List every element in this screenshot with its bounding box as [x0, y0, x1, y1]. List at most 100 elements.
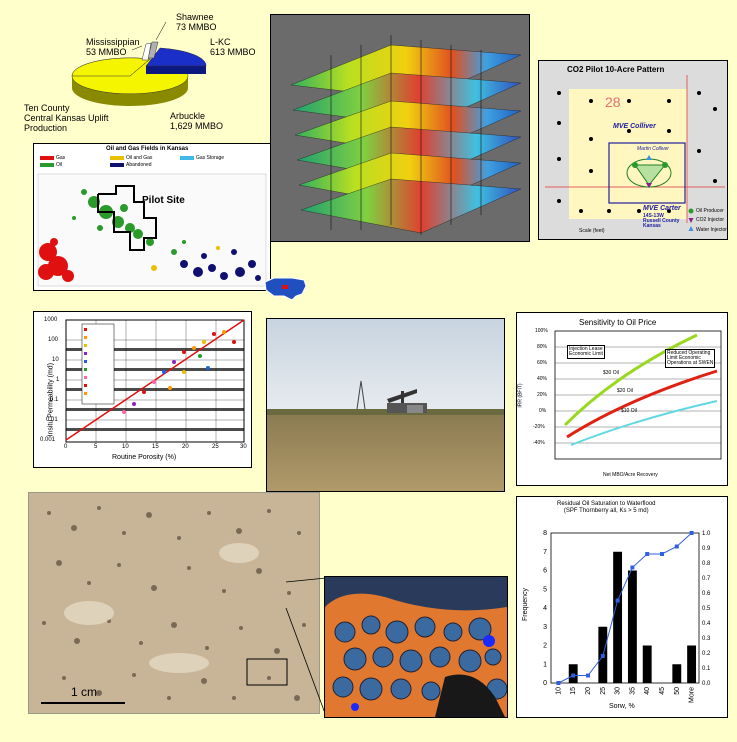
histogram-ytick-left: 2 [543, 643, 547, 650]
legend-co2-injector: CO2 Injector [696, 217, 725, 223]
histogram-bar [627, 570, 637, 683]
sens-ytick-n20: -20% [533, 424, 545, 430]
histogram-cumulative-point [615, 598, 620, 603]
sens-line-20: $20 Oil [617, 388, 633, 394]
histogram-ytick-left: 5 [543, 586, 547, 593]
perm-xtick-30: 30 [240, 444, 247, 450]
co2-pattern-title: CO2 Pilot 10-Acre Pattern [567, 65, 665, 74]
sens-line-10: $10 Oil [621, 408, 637, 414]
histogram-cumulative-point [630, 565, 635, 570]
histogram-title: Residual Oil Saturation to Waterflood (S… [557, 501, 656, 514]
histogram-ytick-right: 0.9 [702, 546, 711, 552]
sens-ytick-60: 60% [537, 360, 548, 366]
pilot-site-label: Pilot Site [142, 195, 185, 206]
histogram-plot: 8765432101.00.90.80.70.60.50.40.30.20.10… [543, 530, 711, 703]
histogram-cumulative-point [600, 654, 605, 658]
label-arbuckle: Arbuckle 1,629 MMBO [170, 111, 224, 131]
histogram-ytick-right: 0.1 [702, 666, 711, 672]
histogram-ytick-left: 8 [543, 530, 547, 537]
perm-ytick-0.01: 0.01 [46, 417, 58, 423]
sens-xlabel: Net MBO/Acre Recovery [603, 472, 658, 478]
perm-xtick-20: 20 [182, 444, 189, 450]
scale-feet: Scale (feet) [579, 228, 605, 234]
sens-ytick-20: 20% [537, 392, 548, 398]
pore-micrograph-graphic [325, 577, 507, 717]
pie-slice-mississippian [141, 42, 152, 61]
lease-mve-carter: MVE Carter [643, 205, 681, 212]
histogram-ytick-right: 0.3 [702, 636, 711, 642]
histogram-cumulative-point [586, 673, 590, 678]
core-sample-texture [41, 506, 306, 704]
histogram-xtick: 25 [600, 687, 607, 695]
lease-martin-colliver: Martin Colliver [637, 146, 669, 152]
core-sample-image: 1 cm [28, 492, 320, 714]
histogram-cumulative-point [645, 552, 650, 556]
sens-ytick-100: 100% [535, 328, 548, 334]
histogram-xlabel: Sorw, % [609, 703, 635, 710]
pumpjack-photo [266, 318, 505, 492]
perm-ytick-1: 1 [56, 377, 60, 383]
kansas-map-title: Oil and Gas Fields in Kansas [106, 146, 189, 152]
perm-ytick-100: 100 [48, 337, 59, 343]
histogram-ytick-left: 4 [543, 605, 547, 612]
histogram-xtick: 40 [644, 687, 651, 695]
histogram-cumulative-point [660, 552, 664, 556]
histogram-xtick: 45 [659, 687, 666, 695]
co2-pilot-pattern-map: CO2 Pilot 10-Acre Pattern 28 MVE Collive… [538, 60, 728, 240]
reservoir-3d-model [270, 14, 530, 242]
sens-box-1: Injection Lease Economic Limit [567, 345, 605, 359]
pumpjack-photo-graphic [267, 319, 504, 491]
histogram-ytick-right: 0.7 [702, 576, 711, 582]
sens-ylabel: IRR (BFIT) [517, 383, 524, 408]
pie-slice-lkc [145, 47, 207, 67]
histogram-ytick-left: 3 [543, 624, 547, 631]
histogram-cumulative-line [558, 532, 692, 684]
histogram-plot-area [550, 532, 700, 684]
scale-bar-label: 1 cm [71, 685, 98, 699]
histogram-ytick-left: 0 [543, 680, 547, 687]
histogram-bar [672, 664, 682, 683]
us-map-icon [264, 277, 307, 301]
histogram-cumulative-point [571, 673, 576, 678]
perm-ytick-0.1: 0.1 [50, 397, 59, 403]
perm-xtick-10: 10 [122, 444, 129, 450]
oil-price-sensitivity-chart: Sensitivity to Oil Price 100% 80% 60% 40… [516, 312, 728, 486]
histogram-ytick-right: 0.2 [702, 651, 711, 657]
section-number: 28 [605, 94, 621, 110]
histogram-xtick: 10 [555, 687, 562, 695]
histogram-ytick-right: 0.4 [702, 621, 711, 627]
perm-xtick-25: 25 [212, 444, 219, 450]
histogram-bar [687, 645, 697, 683]
kansas-map-legend: Gas Oil and Gas Gas Storage Oil Abandone… [40, 156, 264, 170]
label-lkc: L-KC 613 MMBO [210, 37, 256, 57]
label-shawnee: Shawnee 73 MMBO [176, 12, 217, 32]
histogram-xtick: More [689, 687, 696, 703]
zoom-connector [285, 577, 327, 717]
production-pie-chart [71, 21, 207, 106]
sens-ytick-n40: -40% [533, 440, 545, 446]
sens-ytick-0: 0% [539, 408, 547, 414]
perm-xtick-15: 15 [152, 444, 159, 450]
pore-micrograph [324, 576, 508, 718]
perm-ytick-1000: 1000 [44, 317, 58, 323]
histogram-cumulative-point [689, 531, 694, 535]
perm-xlabel: Routine Porosity (%) [112, 454, 177, 461]
kansas-field-map-graphic [37, 173, 267, 287]
histogram-xtick: 50 [674, 687, 681, 695]
kansas-fields-map: Oil and Gas Fields in Kansas Gas Oil and… [33, 143, 271, 291]
histogram-ytick-right: 0.8 [702, 561, 711, 567]
histogram-xtick: 20 [585, 687, 592, 695]
histogram-ylabel: Frequency [522, 587, 530, 622]
histogram-ytick-left: 1 [543, 661, 547, 668]
sensitivity-title: Sensitivity to Oil Price [579, 318, 657, 327]
histogram-bar [642, 645, 652, 683]
legend-water-injector: Water Injector [696, 227, 727, 233]
label-mississippian: Mississippian 53 MMBO [86, 37, 140, 57]
pie-slice-shawnee [147, 41, 159, 59]
perm-ylabel: Insitu Permeability (md) [47, 362, 55, 437]
sorw-histogram: Residual Oil Saturation to Waterflood (S… [516, 496, 728, 718]
sens-ytick-40: 40% [537, 376, 548, 382]
perm-ytick-0.001: 0.001 [40, 437, 56, 443]
sens-ytick-80: 80% [537, 344, 548, 350]
sens-box-2: Reduced Operating Limit Economic Operati… [665, 349, 716, 368]
